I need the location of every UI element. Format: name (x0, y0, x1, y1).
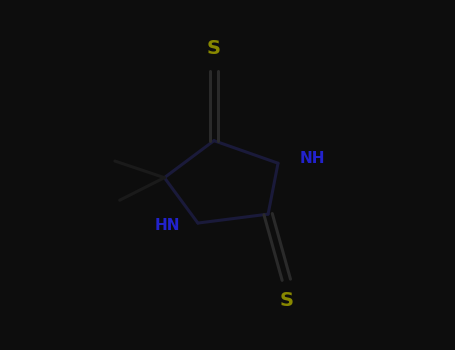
Text: HN: HN (154, 218, 180, 233)
Text: NH: NH (299, 151, 325, 166)
Text: S: S (207, 38, 221, 57)
Text: S: S (279, 291, 293, 310)
